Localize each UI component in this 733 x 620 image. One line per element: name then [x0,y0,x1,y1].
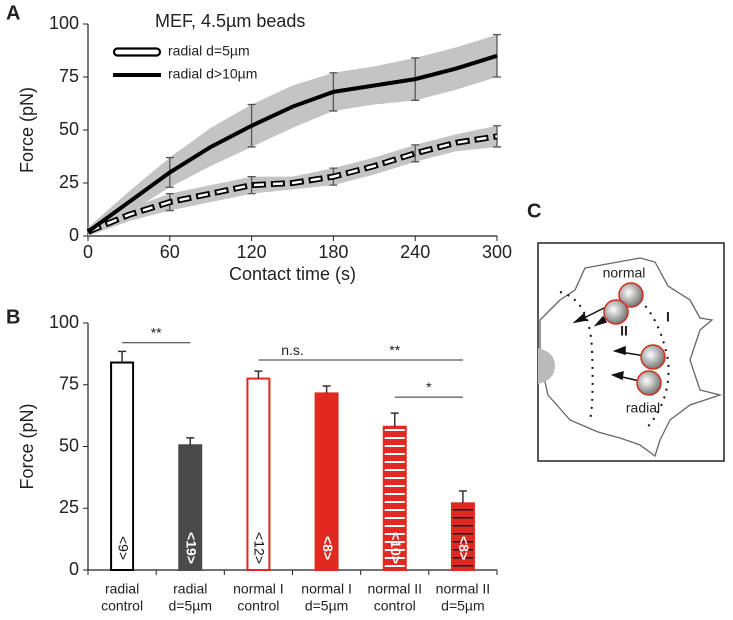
y-tick-label: 75 [59,374,79,394]
line-inner [87,135,498,233]
y-tick-label: 75 [59,66,79,86]
y-axis-label: Force (pN) [17,87,37,173]
cell-diagram: normal I II radial [537,242,725,462]
x-tick-label: normal I [233,581,284,597]
n-label: <8> [456,536,472,560]
significance-label: * [426,379,432,395]
x-tick-label: normal II [436,581,490,597]
error-bar [254,370,263,379]
diagram-label: radial [626,400,660,416]
diagram-label: II [620,323,628,339]
x-tick-label: 0 [83,242,93,262]
x-tick-label: d=5µm [305,598,348,614]
y-tick-label: 100 [49,13,79,33]
significance-label: ** [151,324,162,340]
panel-letter: A [6,2,20,24]
x-axis-label: Contact time (s) [229,264,356,284]
n-label: <9> [115,536,131,560]
x-tick-label: radial [105,581,139,597]
error-bar [390,412,399,427]
legend-swatch [112,47,162,57]
error-bar [458,490,467,504]
x-tick-label: 180 [318,242,348,262]
y-tick-label: 50 [59,435,79,455]
chart-title: MEF, 4.5µm beads [155,11,305,31]
error-bar [411,144,420,163]
n-label: <8> [320,536,336,560]
error-bar [186,437,195,446]
x-tick-label: normal I [301,581,352,597]
n-label: <12> [252,532,268,564]
x-tick-label: d=5µm [169,598,212,614]
x-tick-label: 300 [482,242,512,262]
n-label: <19> [184,532,200,564]
x-tick-label: 60 [160,242,180,262]
y-tick-label: 100 [49,312,79,332]
error-bar [118,350,127,363]
y-tick-label: 0 [69,559,79,579]
error-bar [322,385,331,394]
panel-letter: B [6,306,20,328]
x-tick-label: radial [173,581,207,597]
sd-band [88,34,497,236]
diagram-label: normal [603,265,646,281]
legend-label: radial d>10µm [168,66,257,82]
error-bar [247,175,256,195]
n-label: <10> [388,532,404,564]
y-tick-label: 0 [69,225,79,245]
y-tick-label: 50 [59,119,79,139]
legend-label: radial d=5µm [168,43,250,59]
line [86,53,498,234]
x-tick-label: control [237,598,279,614]
x-tick-label: 120 [237,242,267,262]
x-tick-label: control [101,598,143,614]
diagram-label: I [666,309,670,325]
panel-letter: C [527,200,541,222]
y-tick-label: 25 [59,497,79,517]
significance-label: ** [389,342,400,358]
significance-label: n.s. [281,342,304,358]
y-tick-label: 25 [59,172,79,192]
y-axis-label: Force (pN) [17,403,37,489]
x-tick-label: control [374,598,416,614]
x-tick-label: 240 [400,242,430,262]
x-tick-label: d=5µm [441,598,484,614]
x-tick-label: normal II [368,581,422,597]
